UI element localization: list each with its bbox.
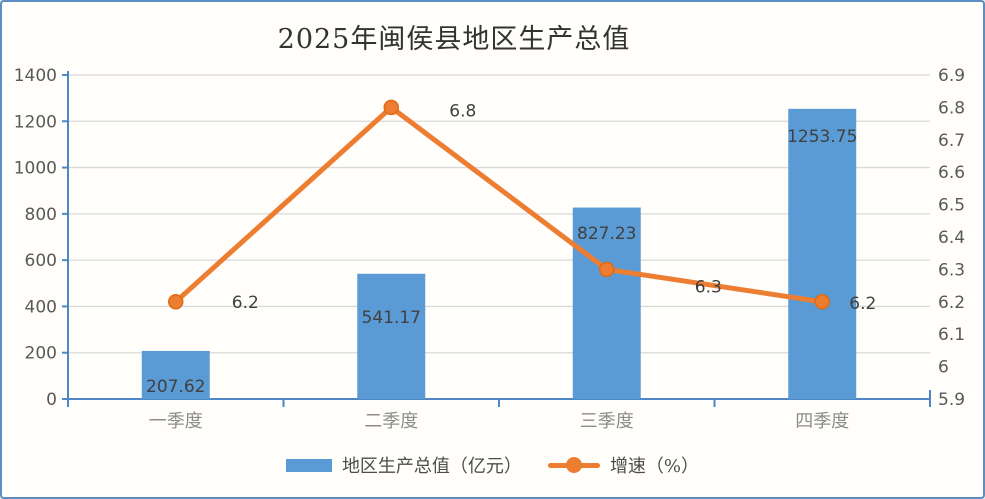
right-axis-tick-label: 6.2 — [938, 293, 965, 313]
right-axis-tick-label: 6 — [938, 358, 949, 378]
right-axis-tick-label: 6.4 — [938, 228, 965, 248]
right-axis-tick-label: 6.7 — [938, 131, 965, 151]
line-value-label: 6.2 — [232, 293, 259, 313]
gdp-bar — [141, 350, 210, 399]
legend-item-growth[interactable]: 增速（%） — [547, 452, 700, 478]
right-axis-tick-label: 6.8 — [938, 98, 965, 118]
right-axis-tick-label: 6.6 — [938, 163, 965, 183]
left-axis-tick-label: 200 — [25, 344, 57, 364]
left-axis-tick-label: 600 — [25, 251, 57, 271]
growth-rate-line — [173, 104, 825, 305]
left-axis-tick-label: 800 — [25, 205, 57, 225]
legend: 地区生产总值（亿元） 增速（%） — [2, 452, 983, 478]
legend-label-gdp: 地区生产总值（亿元） — [341, 456, 522, 477]
left-axis-tick-label: 400 — [25, 297, 57, 317]
line-point-marker — [599, 261, 615, 278]
line-value-label: 6.8 — [449, 101, 476, 121]
line-point-marker — [814, 294, 830, 310]
left-axis-tick-label: 1200 — [14, 112, 57, 132]
right-axis-tick-label: 6.9 — [938, 66, 965, 86]
legend-item-gdp[interactable]: 地区生产总值（亿元） — [285, 452, 522, 478]
line-point-marker — [168, 294, 184, 310]
left-axis-tick-label: 0 — [46, 390, 57, 410]
right-axis-tick-label: 6.5 — [938, 196, 965, 216]
bar-value-label: 827.23 — [577, 224, 636, 244]
left-axis-tick-label: 1000 — [14, 159, 57, 179]
left-axis-tick-label: 1400 — [14, 66, 57, 86]
line-marker-dot-icon — [565, 457, 582, 473]
right-axis-tick-label: 6.1 — [938, 325, 965, 345]
right-axis-tick-label: 5.9 — [938, 390, 965, 410]
bar-series-swatch-icon — [285, 458, 332, 472]
x-axis-category-label: 一季度 — [149, 411, 203, 432]
line-series-swatch-icon — [547, 457, 600, 473]
x-axis-category-label: 四季度 — [795, 411, 849, 432]
bar-value-label: 207.62 — [146, 377, 205, 397]
line-value-label: 6.3 — [695, 277, 722, 297]
x-axis-category-label: 二季度 — [364, 411, 418, 432]
line-point-marker — [383, 99, 399, 116]
gdp-bar — [357, 273, 426, 399]
right-axis-tick-label: 6.3 — [938, 260, 965, 280]
gdp-bar — [788, 108, 857, 399]
bar-value-label: 1253.75 — [787, 127, 857, 147]
legend-label-growth: 增速（%） — [609, 456, 700, 477]
bar-value-label: 541.17 — [362, 308, 421, 328]
x-axis-category-label: 三季度 — [580, 411, 634, 432]
chart-title: 2025年闽侯县地区生产总值 — [277, 24, 631, 55]
gdp-bar — [572, 207, 641, 399]
line-value-label: 6.2 — [849, 294, 876, 314]
